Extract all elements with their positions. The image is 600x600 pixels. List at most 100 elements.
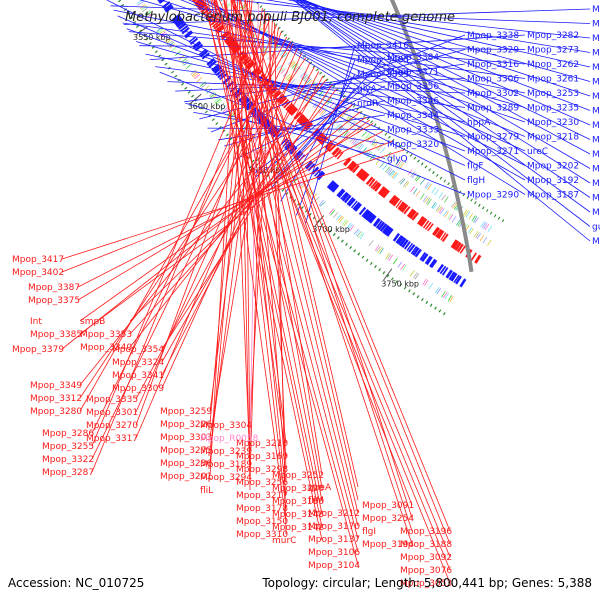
ring-dot: [332, 85, 336, 88]
reverse-gene-label: Mpop_3170: [308, 522, 360, 532]
reverse-gene: [351, 164, 360, 174]
cog-feature: [302, 74, 308, 80]
forward-gene: [379, 223, 388, 232]
ring-dot: [366, 117, 370, 121]
forward-gene-label: Mpop_3371: [387, 68, 439, 78]
cog-feature: [376, 246, 382, 252]
cog-feature: [382, 164, 388, 171]
cog-feature: [318, 90, 324, 97]
reverse-gene-label: Mpop_3417: [12, 255, 64, 265]
reverse-gene-label: Mpop_3180: [272, 497, 324, 507]
cog-feature: [358, 232, 364, 239]
cog-feature: [288, 60, 295, 66]
cog-feature: [441, 194, 447, 201]
cog-feature: [432, 203, 438, 210]
ring-dot: [187, 90, 191, 94]
reverse-gene-label: Mpop_3196: [400, 527, 452, 537]
forward-gene-label: Mpop_3416: [357, 41, 409, 51]
tick-label: 3750 kbp: [381, 279, 419, 288]
cog-feature: [306, 78, 312, 84]
cog-feature: [279, 67, 285, 73]
forward-connector: [292, 0, 591, 242]
forward-gene: [450, 272, 458, 282]
cog-feature: [225, 4, 231, 10]
forward-gene: [284, 141, 292, 149]
forward-gene: [408, 244, 416, 253]
reverse-connector: [239, 0, 413, 532]
reverse-connector: [234, 0, 287, 496]
ring-dot: [409, 153, 413, 157]
reverse-gene: [355, 168, 364, 177]
reverse-gene-label: Mpop_3387: [28, 283, 80, 293]
cog-feature: [346, 222, 352, 229]
reverse-gene: [289, 107, 299, 116]
cog-feature: [298, 182, 305, 188]
forward-connector: [295, 0, 591, 198]
ring-dot: [395, 280, 398, 284]
reverse-gene-label: Mpop_3053: [400, 579, 452, 589]
reverse-gene: [220, 30, 229, 38]
forward-gene: [244, 100, 253, 109]
ring-dot: [277, 26, 281, 30]
forward-gene: [455, 275, 462, 285]
forward-gene: [344, 194, 352, 204]
ring-dot: [345, 242, 348, 246]
ring-dot: [352, 104, 356, 108]
forward-gene-label: Mpop_3261: [527, 75, 579, 85]
reverse-gene-label: queA: [308, 483, 332, 493]
ring-dot: [482, 206, 485, 210]
cog-feature: [353, 140, 360, 146]
forward-gene: [401, 239, 409, 248]
cog-feature: [282, 52, 288, 59]
cog-feature: [391, 172, 397, 178]
forward-gene-label: hppA: [467, 118, 491, 128]
cog-feature: [332, 104, 338, 110]
reverse-gene: [279, 96, 288, 105]
cog-feature: [293, 65, 300, 72]
forward-gene-label: guaA: [592, 223, 600, 233]
ring-dot: [280, 30, 284, 34]
cog-feature: [319, 109, 326, 115]
forward-gene: [372, 217, 381, 227]
ring-dot: [443, 179, 447, 183]
ring-dot: [406, 150, 409, 154]
reverse-connector: [161, 62, 311, 389]
forward-gene: [177, 22, 187, 30]
reverse-gene-label: Mpop_3106: [308, 548, 360, 558]
cog-feature: [308, 98, 314, 104]
forward-gene-label: Mpop_3279: [467, 133, 519, 143]
forward-gene-label: Mpop_3302: [467, 89, 519, 99]
cog-feature: [200, 81, 206, 87]
forward-gene: [429, 258, 438, 269]
reverse-connector: [233, 0, 451, 532]
cog-feature: [409, 270, 415, 277]
forward-gene: [436, 263, 444, 273]
reverse-gene-label: smpB: [80, 317, 105, 327]
forward-gene-label: nrdR: [357, 99, 378, 109]
forward-gene-label: Mpop_3344: [387, 111, 439, 121]
cog-feature: [356, 231, 362, 237]
reverse-gene-label: Mpop_3270: [86, 421, 138, 431]
reverse-connector: [232, 0, 359, 514]
ring-dot: [215, 122, 219, 125]
reverse-gene-label: Mpop_3169: [236, 452, 288, 462]
ring-dot: [251, 159, 255, 163]
cog-feature: [304, 94, 311, 100]
cog-feature: [390, 171, 396, 177]
forward-gene-label: Mpop_3346: [387, 97, 439, 107]
forward-connector: [135, 41, 466, 137]
cog-feature: [442, 210, 448, 217]
reverse-gene: [406, 208, 415, 218]
reverse-connector: [233, 0, 323, 489]
reverse-gene: [459, 245, 467, 254]
reverse-gene-label: Mpop_3076: [400, 566, 452, 576]
forward-gene-label: Mpop_3163: [592, 136, 600, 146]
reverse-gene: [470, 252, 477, 261]
reverse-gene: [372, 181, 380, 190]
ring-dot: [474, 201, 477, 205]
reverse-gene-label: Mpop_3375: [28, 296, 80, 306]
forward-connector: [145, 53, 466, 123]
ring-dot: [287, 37, 290, 41]
reverse-gene-label: Mpop_3294: [200, 473, 252, 483]
cog-feature: [343, 130, 349, 137]
